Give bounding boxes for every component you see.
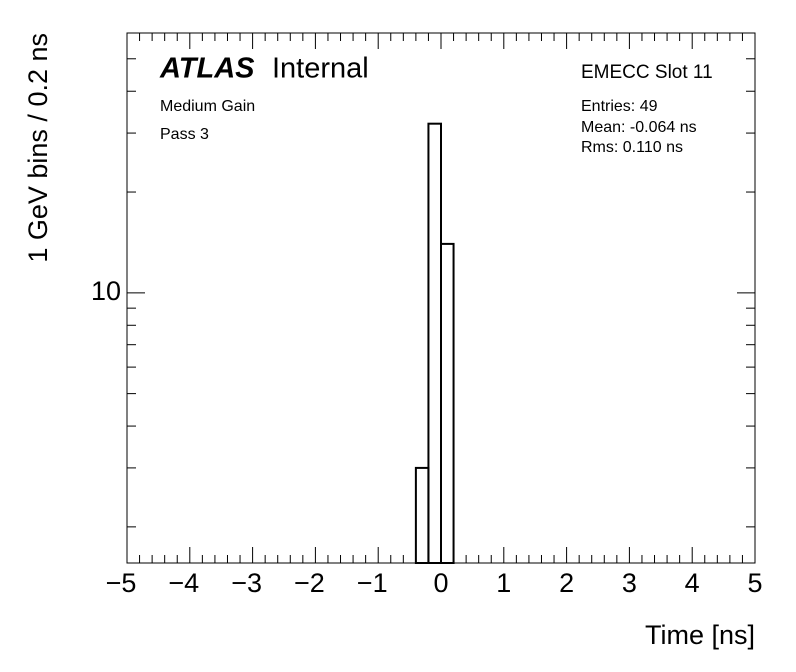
bar (427, 122, 443, 564)
atlas-status: Internal (272, 53, 369, 85)
x-tick-label: 5 (747, 568, 762, 598)
atlas-label: ATLAS (159, 53, 255, 85)
x-tick-label: 1 (496, 568, 511, 598)
annotation: Medium Gain (160, 98, 255, 115)
x-tick-label: 4 (685, 568, 700, 598)
x-tick-label: 0 (433, 568, 448, 598)
stats-entry: Entries: 49 (581, 98, 658, 115)
x-tick-label: 2 (559, 568, 574, 598)
x-tick-label: 3 (622, 568, 637, 598)
x-tick-label: −4 (168, 568, 199, 598)
stats-title: EMECC Slot 11 (581, 62, 713, 83)
stats-entry: Mean: -0.064 ns (581, 119, 697, 136)
bar (414, 466, 430, 564)
bar (440, 242, 455, 564)
x-tick-label: −1 (357, 568, 388, 598)
stats-entry: Rms: 0.110 ns (581, 139, 683, 156)
y-axis-label: 1 GeV bins / 0.2 ns (23, 33, 53, 263)
x-tick-label: −2 (294, 568, 325, 598)
x-tick-label: −5 (106, 568, 137, 598)
y-tick-label: 10 (91, 276, 121, 306)
annotation: Pass 3 (160, 126, 209, 143)
x-axis-label: Time [ns] (645, 620, 755, 650)
x-tick-label: −3 (231, 568, 262, 598)
